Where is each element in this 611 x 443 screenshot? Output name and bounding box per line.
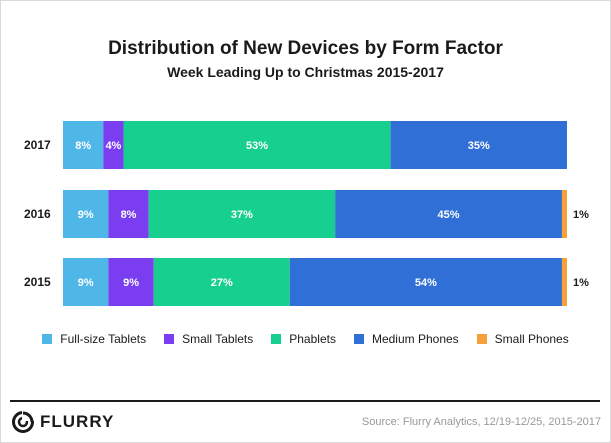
bar-2016-small-phones	[561, 190, 567, 238]
data-label-2015-small-tablets: 9%	[123, 277, 139, 289]
bar-2016-phablets	[148, 190, 336, 238]
source-note: Source: Flurry Analytics, 12/19-12/25, 2…	[361, 416, 601, 428]
data-label-2017-phablets: 53%	[246, 140, 268, 152]
data-label-2015-phablets: 27%	[211, 277, 233, 289]
data-label-2015-small-phones: 1%	[573, 277, 589, 289]
legend-item-full-size-tablets: Full-size Tablets	[42, 332, 146, 346]
bar-2016-medium-phones	[335, 190, 562, 238]
bar-2015-phablets	[153, 258, 290, 306]
chart-title: Distribution of New Devices by Form Fact…	[108, 38, 503, 59]
chart-legend: Full-size Tablets Small Tablets Phablets Me…	[0, 332, 611, 346]
data-label-2016-phablets: 37%	[231, 209, 253, 221]
flurry-logo-icon	[12, 411, 34, 433]
legend-item-small-tablets: Small Tablets	[164, 332, 253, 346]
bar-2015-medium-phones	[289, 258, 562, 306]
bar-2015-small-phones	[561, 258, 567, 306]
data-label-2016-small-phones: 1%	[573, 209, 589, 221]
bar-2015-small-tablets	[108, 258, 154, 306]
bar-2017-medium-phones	[390, 121, 567, 169]
legend-label: Small Tablets	[182, 332, 254, 346]
legend-item-small-phones: Small Phones	[476, 332, 569, 346]
legend-item-medium-phones: Medium Phones	[353, 332, 459, 346]
category-label-2016: 2016	[24, 207, 51, 221]
bar-2017-small-tablets	[103, 121, 124, 169]
flurry-logo: FLURRY	[12, 410, 114, 434]
data-label-2017-small-tablets: 4%	[105, 140, 121, 152]
data-label-2017-full-size-tablets: 8%	[75, 140, 91, 152]
bar-2017-full-size-tablets	[63, 121, 104, 169]
legend-item-phablets: Phablets	[271, 332, 336, 346]
data-label-2016-medium-phones: 45%	[438, 209, 460, 221]
footer-divider	[10, 400, 600, 402]
data-label-2015-full-size-tablets: 9%	[78, 277, 94, 289]
legend-label: Medium Phones	[371, 332, 459, 346]
flurry-logo-text: FLURRY	[40, 412, 115, 431]
legend-label: Phablets	[289, 332, 336, 346]
legend-label: Small Phones	[494, 332, 569, 346]
legend-label: Full-size Tablets	[60, 332, 147, 346]
category-label-2015: 2015	[24, 275, 51, 289]
data-label-2016-small-tablets: 8%	[121, 209, 137, 221]
legend-swatch	[353, 334, 364, 344]
bar-2016-small-tablets	[108, 190, 149, 238]
stacked-bar-chart: 2017 8% 4% 53% 35% 2016 9% 8% 37% 45% 1% 2015 9% 9% 27…	[24, 121, 589, 306]
data-label-2017-medium-phones: 35%	[468, 140, 490, 152]
legend-swatch	[476, 334, 487, 344]
legend-swatch	[42, 334, 53, 344]
bar-2017-phablets	[123, 121, 391, 169]
legend-swatch	[164, 334, 175, 344]
data-label-2016-full-size-tablets: 9%	[78, 209, 94, 221]
category-label-2017: 2017	[24, 138, 51, 152]
chart-subtitle: Week Leading Up to Christmas 2015-2017	[167, 64, 444, 80]
legend-swatch	[271, 334, 282, 344]
data-label-2015-medium-phones: 54%	[415, 277, 437, 289]
bar-2015-full-size-tablets	[63, 258, 109, 306]
bar-2016-full-size-tablets	[63, 190, 109, 238]
